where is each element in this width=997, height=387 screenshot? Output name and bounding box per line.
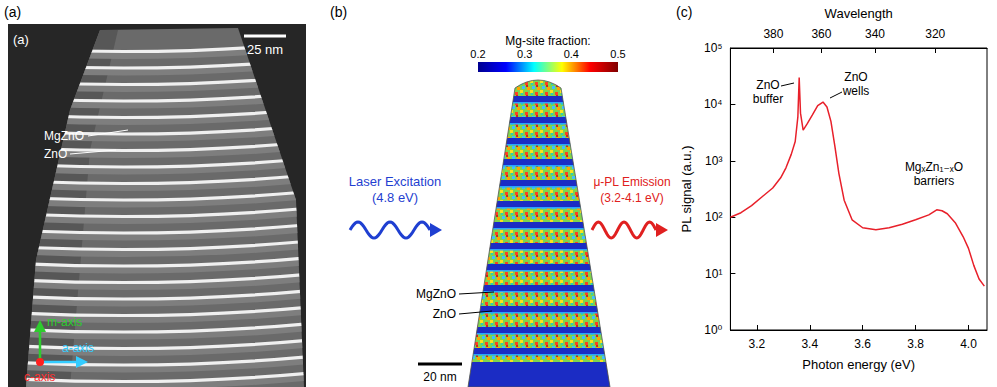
svg-text:(3.2-4.1 eV): (3.2-4.1 eV) bbox=[600, 191, 663, 205]
svg-text:buffer: buffer bbox=[753, 92, 783, 106]
svg-text:0.3: 0.3 bbox=[517, 48, 532, 60]
svg-text:barriers: barriers bbox=[914, 174, 955, 188]
svg-text:Laser Excitation: Laser Excitation bbox=[349, 174, 442, 189]
svg-text:10²: 10² bbox=[705, 210, 722, 224]
svg-text:wells: wells bbox=[842, 84, 870, 98]
svg-text:3.4: 3.4 bbox=[801, 337, 818, 351]
svg-text:3.8: 3.8 bbox=[907, 337, 924, 351]
svg-text:10¹: 10¹ bbox=[705, 267, 722, 281]
svg-text:ZnO: ZnO bbox=[756, 78, 779, 92]
svg-text:MgₓZn₁₋ₓO: MgₓZn₁₋ₓO bbox=[905, 160, 963, 174]
svg-text:4.0: 4.0 bbox=[960, 337, 977, 351]
svg-text:μ-PL Emission: μ-PL Emission bbox=[593, 175, 670, 189]
svg-text:Mg-site fraction:: Mg-site fraction: bbox=[505, 34, 590, 48]
svg-text:10⁴: 10⁴ bbox=[704, 97, 723, 111]
svg-text:0.4: 0.4 bbox=[564, 48, 579, 60]
svg-text:MgZnO: MgZnO bbox=[44, 129, 84, 143]
svg-text:a-axis: a-axis bbox=[62, 341, 94, 355]
svg-text:(a): (a) bbox=[13, 32, 29, 47]
svg-text:360: 360 bbox=[811, 27, 831, 41]
svg-text:0.5: 0.5 bbox=[610, 48, 625, 60]
svg-text:10⁰: 10⁰ bbox=[704, 323, 722, 337]
svg-text:20 nm: 20 nm bbox=[423, 370, 456, 384]
svg-text:PL signal (a.u.): PL signal (a.u.) bbox=[679, 146, 694, 233]
svg-text:MgZnO: MgZnO bbox=[416, 287, 456, 301]
svg-text:Photon energy (eV): Photon energy (eV) bbox=[802, 357, 915, 372]
svg-text:340: 340 bbox=[865, 27, 885, 41]
svg-text:10³: 10³ bbox=[705, 154, 722, 168]
svg-text:ZnO: ZnO bbox=[44, 147, 67, 161]
svg-text:(4.8 eV): (4.8 eV) bbox=[372, 190, 418, 205]
svg-text:25 nm: 25 nm bbox=[247, 42, 283, 57]
svg-text:c-axis: c-axis bbox=[24, 370, 55, 384]
svg-text:Wavelength: Wavelength bbox=[825, 6, 893, 21]
svg-text:380: 380 bbox=[763, 27, 783, 41]
svg-text:0.2: 0.2 bbox=[470, 48, 485, 60]
svg-text:(c): (c) bbox=[676, 4, 692, 20]
svg-text:(a): (a) bbox=[4, 4, 21, 20]
svg-text:ZnO: ZnO bbox=[844, 70, 867, 84]
svg-text:320: 320 bbox=[925, 27, 945, 41]
svg-text:10⁵: 10⁵ bbox=[704, 41, 722, 55]
svg-text:3.6: 3.6 bbox=[854, 337, 871, 351]
svg-text:ZnO: ZnO bbox=[433, 307, 456, 321]
svg-text:(b): (b) bbox=[330, 4, 347, 20]
svg-text:3.2: 3.2 bbox=[749, 337, 766, 351]
svg-text:m-axis: m-axis bbox=[47, 315, 82, 329]
